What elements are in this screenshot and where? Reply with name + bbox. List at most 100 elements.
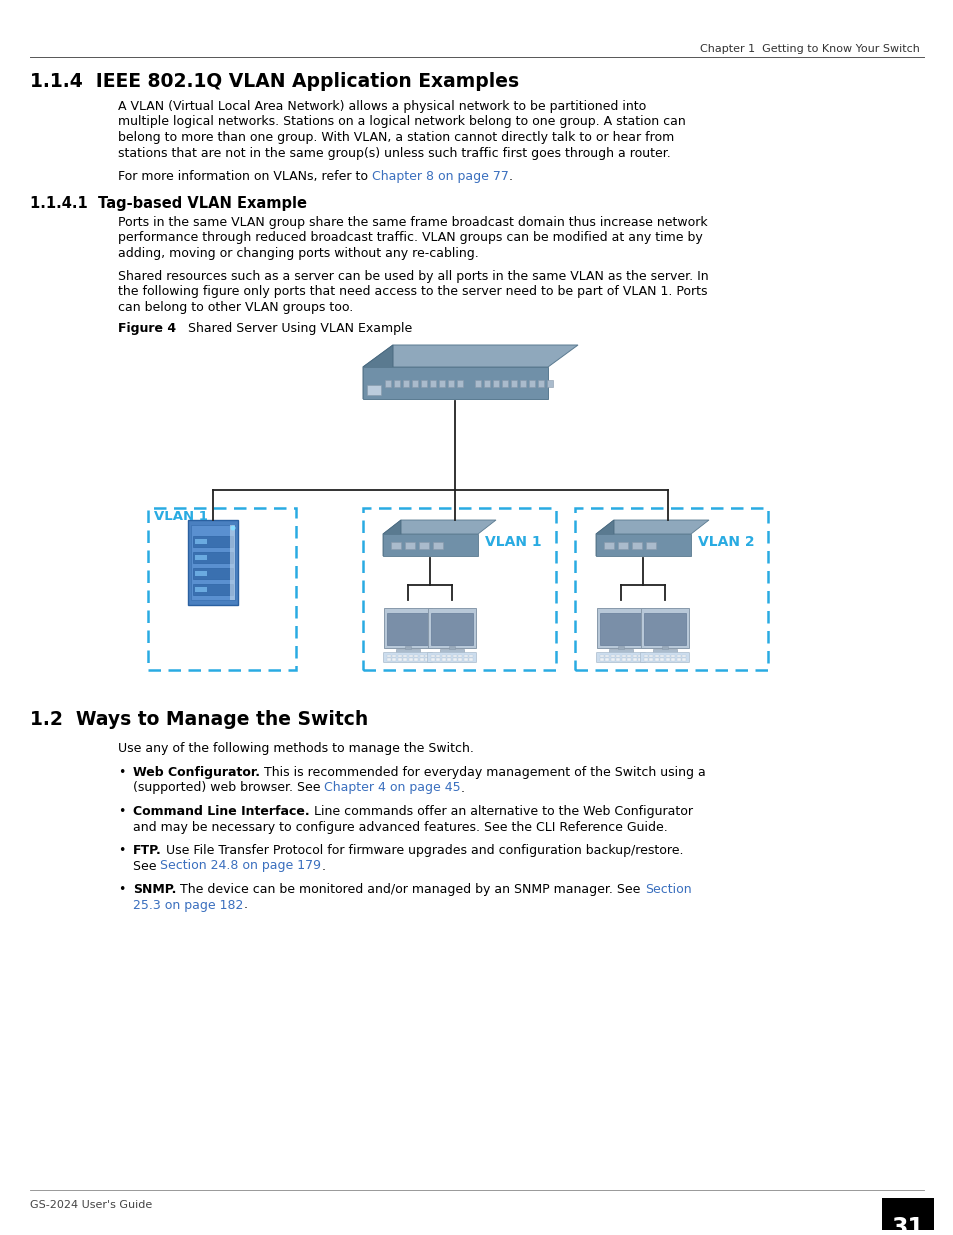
Bar (638, 658, 641, 661)
Text: .: . (508, 170, 513, 183)
Bar (230, 525, 234, 600)
Text: multiple logical networks. Stations on a logical network belong to one group. A : multiple logical networks. Stations on a… (118, 116, 685, 128)
Bar (599, 613, 641, 645)
Bar (469, 655, 473, 657)
Text: Use File Transfer Protocol for firmware upgrades and configuration backup/restor: Use File Transfer Protocol for firmware … (162, 844, 682, 857)
Bar (661, 646, 667, 650)
Text: 1.1.4.1  Tag-based VLAN Example: 1.1.4.1 Tag-based VLAN Example (30, 196, 307, 211)
Bar (453, 658, 456, 661)
Text: See: See (132, 860, 160, 872)
Bar (633, 658, 637, 661)
Circle shape (231, 526, 235, 531)
Text: •: • (118, 844, 125, 857)
Text: (supported) web browser. See: (supported) web browser. See (132, 782, 324, 794)
Bar (425, 655, 429, 657)
Bar (529, 380, 535, 387)
Bar (643, 655, 647, 657)
Text: 1.2  Ways to Manage the Switch: 1.2 Ways to Manage the Switch (30, 710, 368, 729)
Text: Line commands offer an alternative to the Web Configurator: Line commands offer an alternative to th… (310, 805, 692, 818)
Polygon shape (363, 345, 393, 399)
Text: Command Line Interface.: Command Line Interface. (132, 805, 310, 818)
Bar (649, 658, 653, 661)
Bar (665, 655, 669, 657)
Bar (597, 608, 644, 648)
Bar (431, 658, 435, 661)
Bar (436, 658, 440, 661)
Text: Shared Server Using VLAN Example: Shared Server Using VLAN Example (176, 322, 412, 335)
Bar (511, 380, 517, 387)
FancyBboxPatch shape (427, 652, 476, 662)
Bar (414, 658, 418, 661)
Bar (643, 658, 647, 661)
Bar (631, 542, 641, 550)
Text: adding, moving or changing ports without any re-cabling.: adding, moving or changing ports without… (118, 247, 478, 261)
Bar (194, 538, 207, 543)
Bar (441, 655, 446, 657)
Bar (188, 520, 237, 605)
Text: .: . (243, 899, 247, 911)
Bar (453, 655, 456, 657)
Bar (420, 380, 427, 387)
Bar (655, 658, 659, 661)
Polygon shape (596, 520, 614, 556)
Bar (397, 658, 401, 661)
Text: Use any of the following methods to manage the Switch.: Use any of the following methods to mana… (118, 742, 474, 755)
Bar (640, 608, 688, 648)
Bar (193, 536, 233, 547)
Bar (610, 658, 615, 661)
Bar (405, 646, 411, 650)
Bar (645, 542, 656, 550)
Bar (382, 534, 477, 556)
Bar (501, 380, 507, 387)
Bar (596, 534, 690, 556)
Bar (483, 380, 490, 387)
Bar (519, 380, 525, 387)
Text: A VLAN (Virtual Local Area Network) allows a physical network to be partitioned : A VLAN (Virtual Local Area Network) allo… (118, 100, 645, 112)
Bar (405, 542, 415, 550)
Bar (649, 655, 653, 657)
Bar (665, 658, 669, 661)
Bar (659, 655, 664, 657)
Bar (546, 380, 553, 387)
Bar (439, 650, 463, 653)
Text: 31: 31 (891, 1216, 923, 1235)
Bar (677, 658, 680, 661)
Text: .: . (321, 860, 325, 872)
Bar (447, 655, 451, 657)
Bar (599, 658, 603, 661)
Bar (463, 655, 468, 657)
Bar (618, 646, 623, 650)
Text: FTP.: FTP. (132, 844, 162, 857)
Bar (397, 655, 401, 657)
Text: and may be necessary to configure advanced features. See the CLI Reference Guide: and may be necessary to configure advanc… (132, 820, 667, 834)
Bar (193, 568, 233, 579)
Bar (537, 380, 543, 387)
Bar (409, 655, 413, 657)
Text: SNMP.: SNMP. (132, 883, 176, 897)
Text: .: . (460, 782, 465, 794)
Bar (449, 646, 455, 650)
Bar (616, 658, 619, 661)
Bar (681, 655, 686, 657)
Bar (671, 658, 675, 661)
Text: Figure 4: Figure 4 (118, 322, 176, 335)
Bar (392, 658, 396, 661)
FancyBboxPatch shape (383, 652, 432, 662)
Text: Section 24.8 on page 179: Section 24.8 on page 179 (160, 860, 321, 872)
Bar (387, 655, 391, 657)
Bar (475, 380, 480, 387)
Bar (599, 655, 603, 657)
Bar (621, 658, 625, 661)
Polygon shape (382, 520, 496, 534)
Bar (384, 608, 432, 648)
Text: For more information on VLANs, refer to: For more information on VLANs, refer to (118, 170, 372, 183)
Text: Shared resources such as a server can be used by all ports in the same VLAN as t: Shared resources such as a server can be… (118, 270, 708, 283)
Bar (367, 385, 380, 395)
Bar (882, 1198, 933, 1230)
Polygon shape (382, 520, 400, 556)
Bar (438, 380, 444, 387)
Text: This is recommended for everyday management of the Switch using a: This is recommended for everyday managem… (260, 766, 705, 779)
Bar (659, 658, 664, 661)
Text: 1.1.4  IEEE 802.1Q VLAN Application Examples: 1.1.4 IEEE 802.1Q VLAN Application Examp… (30, 72, 518, 91)
Bar (627, 658, 631, 661)
